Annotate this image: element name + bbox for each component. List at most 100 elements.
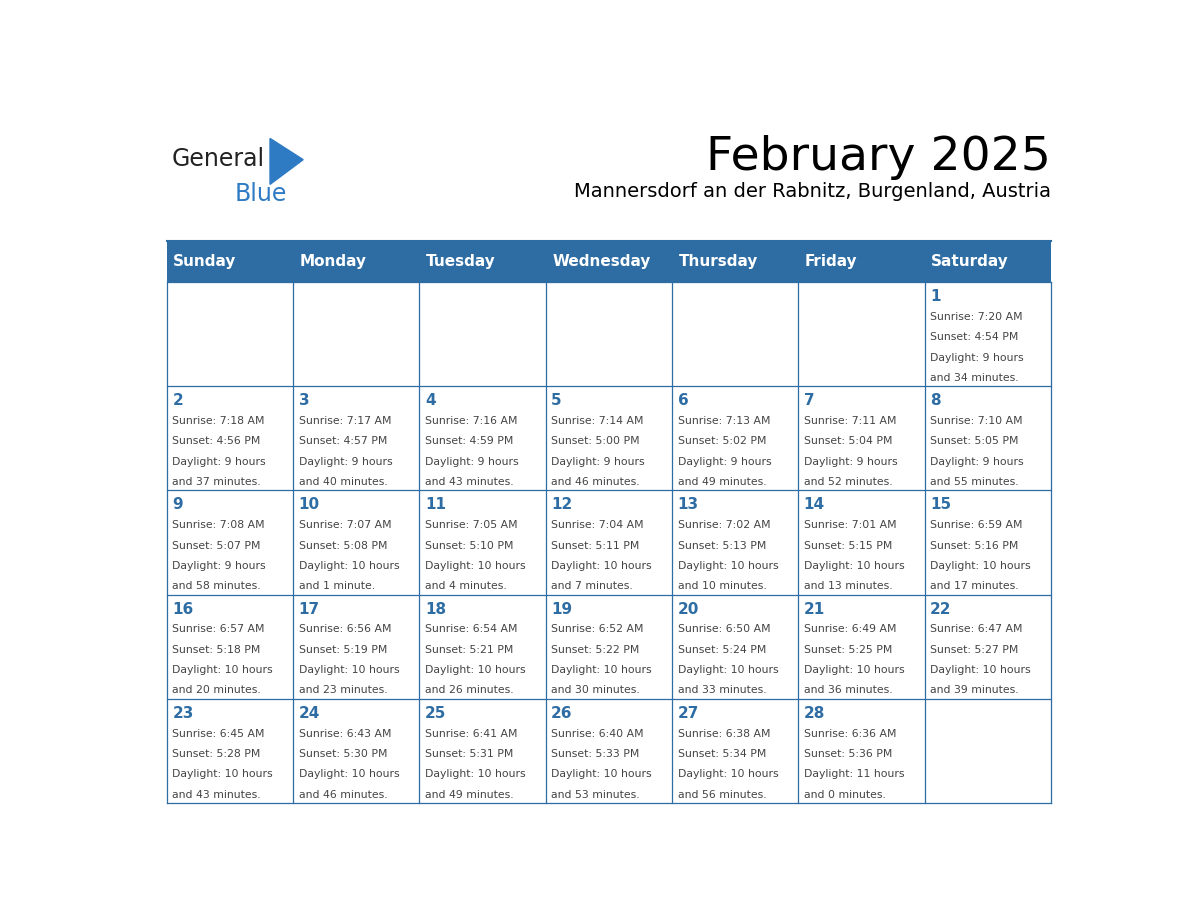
Text: and 52 minutes.: and 52 minutes. bbox=[804, 477, 892, 487]
Text: 2: 2 bbox=[172, 393, 183, 409]
Text: and 43 minutes.: and 43 minutes. bbox=[172, 789, 261, 800]
Polygon shape bbox=[270, 139, 303, 185]
Text: Sunrise: 7:04 AM: Sunrise: 7:04 AM bbox=[551, 521, 644, 531]
Text: 18: 18 bbox=[425, 601, 447, 617]
Text: 27: 27 bbox=[677, 706, 699, 721]
Text: and 34 minutes.: and 34 minutes. bbox=[930, 373, 1018, 383]
Text: 12: 12 bbox=[551, 498, 573, 512]
Text: Sunrise: 7:02 AM: Sunrise: 7:02 AM bbox=[677, 521, 770, 531]
Text: Blue: Blue bbox=[234, 183, 286, 207]
Text: February 2025: February 2025 bbox=[706, 135, 1051, 180]
Text: Sunset: 5:02 PM: Sunset: 5:02 PM bbox=[677, 436, 766, 446]
Text: Sunset: 5:33 PM: Sunset: 5:33 PM bbox=[551, 749, 639, 759]
Text: and 40 minutes.: and 40 minutes. bbox=[298, 477, 387, 487]
Text: Daylight: 10 hours: Daylight: 10 hours bbox=[677, 666, 778, 675]
Text: Daylight: 10 hours: Daylight: 10 hours bbox=[172, 769, 273, 779]
Text: and 49 minutes.: and 49 minutes. bbox=[677, 477, 766, 487]
Text: Sunrise: 7:18 AM: Sunrise: 7:18 AM bbox=[172, 416, 265, 426]
Text: Sunrise: 6:54 AM: Sunrise: 6:54 AM bbox=[425, 624, 518, 634]
Text: Friday: Friday bbox=[804, 254, 858, 269]
Text: Sunset: 4:59 PM: Sunset: 4:59 PM bbox=[425, 436, 513, 446]
Text: and 7 minutes.: and 7 minutes. bbox=[551, 581, 633, 591]
Text: Daylight: 10 hours: Daylight: 10 hours bbox=[172, 666, 273, 675]
Text: and 36 minutes.: and 36 minutes. bbox=[804, 686, 892, 696]
Text: Sunset: 4:56 PM: Sunset: 4:56 PM bbox=[172, 436, 261, 446]
Text: Sunrise: 7:07 AM: Sunrise: 7:07 AM bbox=[298, 521, 391, 531]
Text: Daylight: 10 hours: Daylight: 10 hours bbox=[298, 561, 399, 571]
Text: and 43 minutes.: and 43 minutes. bbox=[425, 477, 513, 487]
Text: 8: 8 bbox=[930, 393, 941, 409]
Text: 5: 5 bbox=[551, 393, 562, 409]
Text: Wednesday: Wednesday bbox=[552, 254, 651, 269]
Text: Sunset: 5:28 PM: Sunset: 5:28 PM bbox=[172, 749, 261, 759]
Text: Daylight: 9 hours: Daylight: 9 hours bbox=[425, 457, 519, 466]
Text: Daylight: 11 hours: Daylight: 11 hours bbox=[804, 769, 904, 779]
Text: Sunrise: 6:59 AM: Sunrise: 6:59 AM bbox=[930, 521, 1023, 531]
Text: 14: 14 bbox=[804, 498, 824, 512]
Text: Sunset: 5:04 PM: Sunset: 5:04 PM bbox=[804, 436, 892, 446]
Text: Daylight: 9 hours: Daylight: 9 hours bbox=[172, 457, 266, 466]
Text: Sunset: 5:00 PM: Sunset: 5:00 PM bbox=[551, 436, 640, 446]
Text: Sunrise: 6:36 AM: Sunrise: 6:36 AM bbox=[804, 729, 896, 739]
Text: Daylight: 9 hours: Daylight: 9 hours bbox=[172, 561, 266, 571]
Text: Sunset: 5:05 PM: Sunset: 5:05 PM bbox=[930, 436, 1018, 446]
Text: 28: 28 bbox=[804, 706, 826, 721]
Text: Daylight: 10 hours: Daylight: 10 hours bbox=[298, 769, 399, 779]
Text: Daylight: 10 hours: Daylight: 10 hours bbox=[930, 666, 1031, 675]
Text: 16: 16 bbox=[172, 601, 194, 617]
Text: Daylight: 10 hours: Daylight: 10 hours bbox=[930, 561, 1031, 571]
Text: General: General bbox=[171, 147, 265, 171]
Text: 21: 21 bbox=[804, 601, 824, 617]
Text: Sunset: 5:21 PM: Sunset: 5:21 PM bbox=[425, 644, 513, 655]
Text: Saturday: Saturday bbox=[931, 254, 1009, 269]
Text: Sunset: 5:31 PM: Sunset: 5:31 PM bbox=[425, 749, 513, 759]
Text: Sunrise: 6:52 AM: Sunrise: 6:52 AM bbox=[551, 624, 644, 634]
Text: Sunrise: 7:05 AM: Sunrise: 7:05 AM bbox=[425, 521, 518, 531]
Text: Sunset: 5:24 PM: Sunset: 5:24 PM bbox=[677, 644, 766, 655]
Text: Sunrise: 7:08 AM: Sunrise: 7:08 AM bbox=[172, 521, 265, 531]
Text: Sunset: 5:13 PM: Sunset: 5:13 PM bbox=[677, 541, 766, 551]
Text: Sunrise: 7:17 AM: Sunrise: 7:17 AM bbox=[298, 416, 391, 426]
Text: 7: 7 bbox=[804, 393, 815, 409]
Text: Sunset: 5:19 PM: Sunset: 5:19 PM bbox=[298, 644, 387, 655]
Text: Sunrise: 6:56 AM: Sunrise: 6:56 AM bbox=[298, 624, 391, 634]
Text: Sunset: 5:34 PM: Sunset: 5:34 PM bbox=[677, 749, 766, 759]
Text: 20: 20 bbox=[677, 601, 699, 617]
Text: 15: 15 bbox=[930, 498, 952, 512]
Text: Sunrise: 6:40 AM: Sunrise: 6:40 AM bbox=[551, 729, 644, 739]
Bar bbox=[166, 241, 1051, 282]
Text: and 26 minutes.: and 26 minutes. bbox=[425, 686, 513, 696]
Text: 19: 19 bbox=[551, 601, 573, 617]
Text: Daylight: 9 hours: Daylight: 9 hours bbox=[930, 353, 1024, 363]
Text: Sunset: 5:07 PM: Sunset: 5:07 PM bbox=[172, 541, 261, 551]
Text: Sunrise: 7:11 AM: Sunrise: 7:11 AM bbox=[804, 416, 896, 426]
Text: 6: 6 bbox=[677, 393, 688, 409]
Text: 17: 17 bbox=[298, 601, 320, 617]
Text: Sunrise: 6:45 AM: Sunrise: 6:45 AM bbox=[172, 729, 265, 739]
Text: Thursday: Thursday bbox=[678, 254, 758, 269]
Text: Sunset: 4:57 PM: Sunset: 4:57 PM bbox=[298, 436, 387, 446]
Text: Sunrise: 6:38 AM: Sunrise: 6:38 AM bbox=[677, 729, 770, 739]
Text: Sunset: 5:11 PM: Sunset: 5:11 PM bbox=[551, 541, 639, 551]
Text: 3: 3 bbox=[298, 393, 309, 409]
Text: 9: 9 bbox=[172, 498, 183, 512]
Text: Sunset: 5:08 PM: Sunset: 5:08 PM bbox=[298, 541, 387, 551]
Text: Tuesday: Tuesday bbox=[425, 254, 495, 269]
Text: Daylight: 10 hours: Daylight: 10 hours bbox=[298, 666, 399, 675]
Text: Sunrise: 7:01 AM: Sunrise: 7:01 AM bbox=[804, 521, 897, 531]
Text: Daylight: 10 hours: Daylight: 10 hours bbox=[551, 769, 652, 779]
Text: Daylight: 10 hours: Daylight: 10 hours bbox=[425, 561, 525, 571]
Text: Sunrise: 6:41 AM: Sunrise: 6:41 AM bbox=[425, 729, 518, 739]
Text: Sunset: 5:16 PM: Sunset: 5:16 PM bbox=[930, 541, 1018, 551]
Text: Daylight: 9 hours: Daylight: 9 hours bbox=[551, 457, 645, 466]
Text: Monday: Monday bbox=[299, 254, 367, 269]
Text: and 20 minutes.: and 20 minutes. bbox=[172, 686, 261, 696]
Text: Daylight: 9 hours: Daylight: 9 hours bbox=[677, 457, 771, 466]
Text: Mannersdorf an der Rabnitz, Burgenland, Austria: Mannersdorf an der Rabnitz, Burgenland, … bbox=[574, 183, 1051, 201]
Text: Daylight: 10 hours: Daylight: 10 hours bbox=[551, 561, 652, 571]
Text: Sunrise: 7:16 AM: Sunrise: 7:16 AM bbox=[425, 416, 518, 426]
Text: Sunset: 5:30 PM: Sunset: 5:30 PM bbox=[298, 749, 387, 759]
Text: Sunset: 5:18 PM: Sunset: 5:18 PM bbox=[172, 644, 261, 655]
Text: Sunrise: 6:49 AM: Sunrise: 6:49 AM bbox=[804, 624, 896, 634]
Text: Daylight: 10 hours: Daylight: 10 hours bbox=[677, 769, 778, 779]
